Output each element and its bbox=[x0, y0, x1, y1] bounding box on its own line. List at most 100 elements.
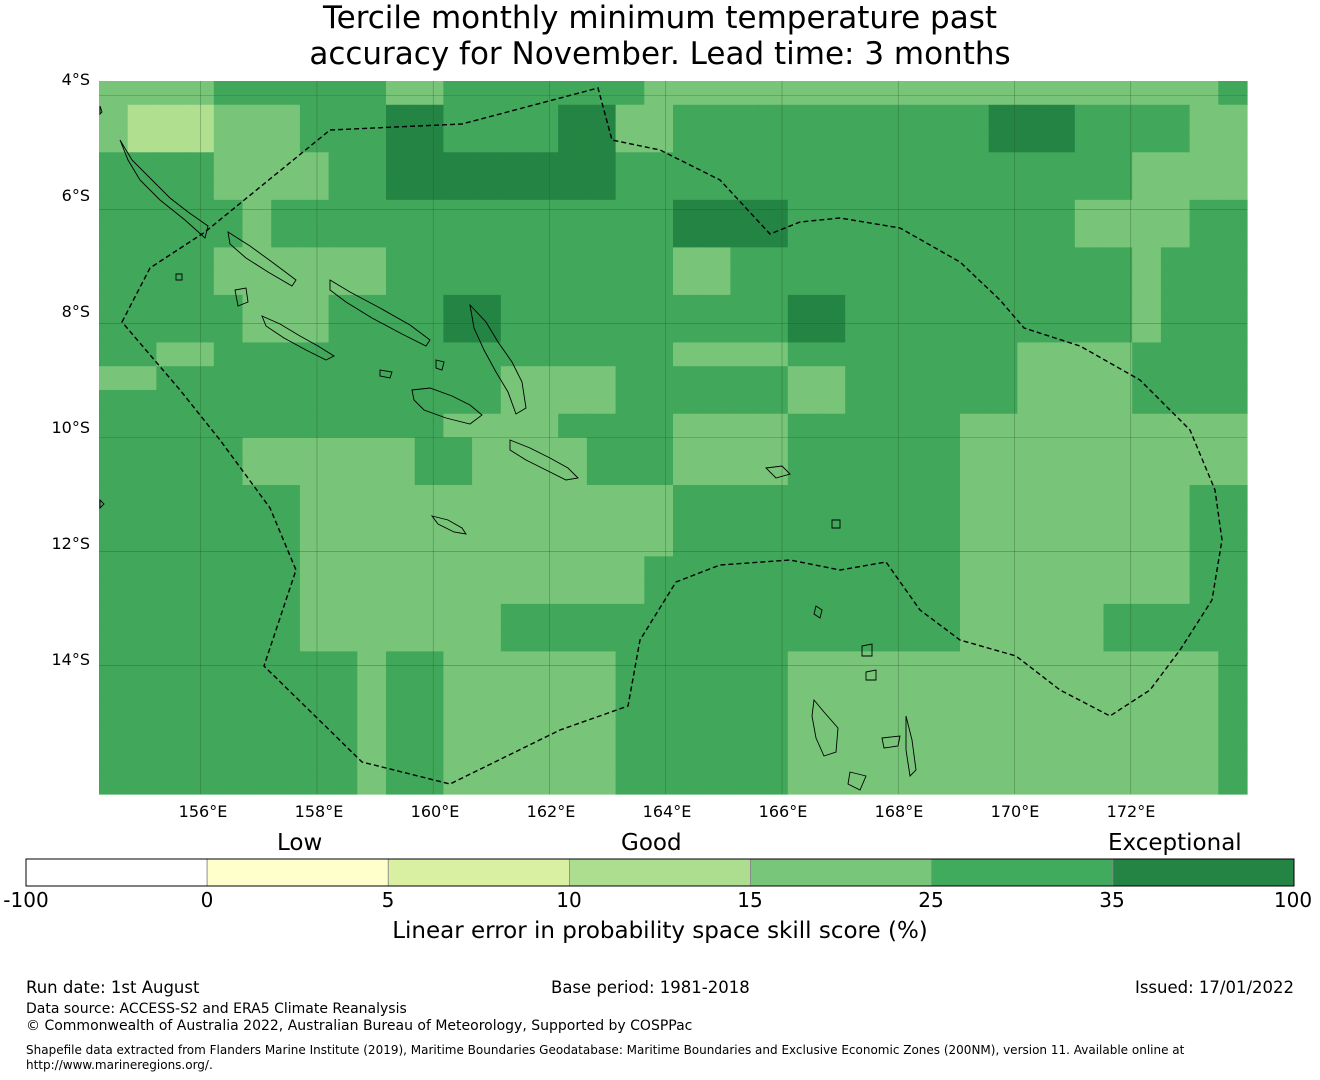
skill-cell bbox=[1132, 104, 1162, 130]
guadalcanal-coast bbox=[411, 387, 483, 425]
skill-cell bbox=[1103, 461, 1133, 486]
skill-cell bbox=[988, 627, 1018, 652]
skill-cell bbox=[529, 366, 559, 391]
skill-cell bbox=[213, 176, 244, 201]
skill-cell bbox=[902, 556, 932, 581]
skill-cell bbox=[701, 698, 731, 724]
skill-cell bbox=[701, 413, 731, 439]
skill-cell bbox=[730, 461, 760, 486]
skill-cell bbox=[357, 603, 387, 629]
skill-cell bbox=[1046, 698, 1076, 724]
skill-cell bbox=[644, 247, 674, 272]
skill-cell bbox=[615, 746, 645, 771]
skill-cell bbox=[328, 746, 358, 771]
skill-cell bbox=[386, 698, 416, 724]
skill-cell bbox=[558, 627, 588, 652]
skill-cell bbox=[988, 176, 1018, 201]
skill-cell bbox=[299, 580, 330, 605]
skill-cell bbox=[386, 128, 416, 153]
skill-cell bbox=[500, 485, 531, 510]
skill-cell bbox=[328, 152, 358, 177]
skill-cell bbox=[1189, 318, 1219, 344]
skill-cell bbox=[127, 247, 157, 272]
skill-cell bbox=[730, 128, 760, 153]
skill-cell bbox=[472, 247, 502, 272]
skill-cell bbox=[156, 342, 186, 367]
skill-cell bbox=[1046, 366, 1076, 391]
colorbar-segment bbox=[387, 858, 570, 887]
skill-cell bbox=[99, 81, 129, 106]
base-period: Base period: 1981-2018 bbox=[551, 978, 750, 997]
skill-cell bbox=[902, 104, 932, 130]
skill-cell bbox=[386, 366, 416, 391]
skill-cell bbox=[787, 508, 818, 534]
skill-cell bbox=[357, 532, 387, 557]
skill-cell bbox=[99, 461, 129, 486]
skill-cell bbox=[873, 485, 904, 510]
skill-cell bbox=[271, 223, 301, 248]
skill-cell bbox=[558, 223, 588, 248]
skill-cell bbox=[816, 651, 846, 676]
skill-cell bbox=[1017, 722, 1047, 748]
skill-cell bbox=[988, 675, 1018, 700]
skill-cell bbox=[443, 271, 473, 296]
skill-cell bbox=[529, 532, 559, 557]
skill-cell bbox=[472, 603, 502, 629]
skill-cell bbox=[960, 318, 990, 344]
skill-cell bbox=[1132, 627, 1162, 652]
skill-cell bbox=[443, 651, 473, 676]
skill-cell bbox=[242, 176, 272, 201]
skill-cell bbox=[1189, 603, 1219, 629]
skill-cell bbox=[213, 485, 244, 510]
skill-cell bbox=[931, 627, 961, 652]
skill-cell bbox=[730, 342, 760, 367]
skill-cell bbox=[816, 223, 846, 248]
skill-cell bbox=[213, 294, 244, 320]
skill-cell bbox=[873, 508, 904, 534]
skill-cell bbox=[357, 675, 387, 700]
skill-cell bbox=[586, 271, 617, 296]
skill-cell bbox=[673, 294, 703, 320]
colorbar-tick: 15 bbox=[737, 888, 763, 912]
skill-cell bbox=[1189, 342, 1219, 367]
skill-cell bbox=[299, 698, 330, 724]
skill-cell bbox=[701, 223, 731, 248]
skill-cell bbox=[127, 437, 157, 462]
skill-cell bbox=[673, 485, 703, 510]
skill-cell bbox=[472, 651, 502, 676]
skill-cell bbox=[759, 461, 789, 486]
skill-cell bbox=[1046, 746, 1076, 771]
skill-cell bbox=[1132, 437, 1162, 462]
skill-cell bbox=[386, 271, 416, 296]
skill-cell bbox=[1074, 532, 1105, 557]
skill-cell bbox=[386, 461, 416, 486]
skill-cell bbox=[787, 603, 818, 629]
skill-cell bbox=[213, 580, 244, 605]
skill-cell bbox=[242, 366, 272, 391]
skill-cell bbox=[644, 271, 674, 296]
skill-cell bbox=[1132, 461, 1162, 486]
skill-cell bbox=[730, 722, 760, 748]
skill-cell bbox=[759, 485, 789, 510]
skill-cell bbox=[1132, 271, 1162, 296]
skill-cell bbox=[500, 81, 531, 106]
skill-cell bbox=[357, 199, 387, 225]
skill-cell bbox=[299, 485, 330, 510]
skill-cell bbox=[586, 294, 617, 320]
skill-cell bbox=[242, 294, 272, 320]
skill-cell bbox=[213, 437, 244, 462]
skill-cell bbox=[787, 675, 818, 700]
skill-cell bbox=[816, 271, 846, 296]
skill-cell bbox=[242, 461, 272, 486]
skill-cell bbox=[185, 532, 215, 557]
skill-cell bbox=[960, 746, 990, 771]
skill-cell bbox=[988, 532, 1018, 557]
skill-cell bbox=[472, 128, 502, 153]
skill-cell bbox=[558, 152, 588, 177]
skill-cell bbox=[673, 532, 703, 557]
skill-cell bbox=[816, 485, 846, 510]
skill-cell bbox=[1160, 675, 1191, 700]
skill-cell bbox=[1103, 104, 1133, 130]
skill-cell bbox=[127, 698, 157, 724]
skill-cell bbox=[931, 461, 961, 486]
